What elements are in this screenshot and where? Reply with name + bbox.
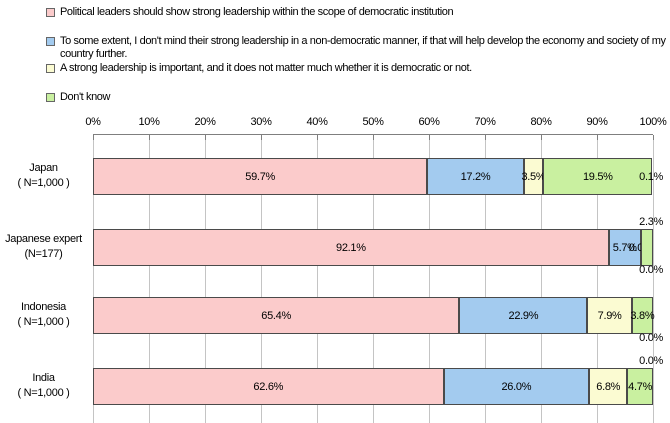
category-name: Japan: [29, 161, 58, 174]
category-label: Indonesia ( N=1,000 ): [0, 296, 87, 333]
category-name: Indonesia: [20, 300, 66, 313]
x-axis-tick-label: 50%: [362, 116, 384, 128]
bar-segment: 92.1%: [93, 229, 609, 266]
legend-label: To some extent, I don't mind their stron…: [60, 35, 666, 60]
axis-tick-mark: [149, 135, 150, 140]
legend-swatch-cream: [46, 64, 55, 73]
category-label: Japan ( N=1,000 ): [0, 157, 87, 194]
axis-tick-mark: [485, 135, 486, 140]
value-label: 4.7%: [628, 380, 653, 393]
bar-segment: 19.5%: [543, 158, 653, 195]
axis-tick-mark: [597, 135, 598, 140]
value-label: 0.1%: [639, 170, 663, 183]
category-name: India: [32, 371, 55, 384]
x-axis-tick-label: 10%: [138, 116, 160, 128]
axis-tick-mark: [317, 135, 318, 140]
x-axis-tick-label: 60%: [418, 116, 440, 128]
category-n: ( N=1,000 ): [17, 315, 70, 328]
bar-segment: 3.5%: [521, 158, 546, 195]
legend-swatch-blue: [46, 37, 55, 46]
legend-label: Don't know: [60, 91, 111, 103]
gridline: [373, 135, 374, 423]
bar-segment: 59.7%: [93, 158, 428, 195]
gridline: [205, 135, 206, 423]
axis-tick-mark: [541, 135, 542, 140]
bar-segment: [640, 229, 653, 266]
value-label: 26.0%: [501, 380, 532, 393]
legend-item: Don't know: [46, 91, 110, 104]
axis-tick-mark: [205, 135, 206, 140]
x-axis-tick-label: 90%: [586, 116, 608, 128]
category-n: (N=177): [24, 247, 63, 260]
gridline: [149, 135, 150, 423]
bar-segment: 4.7%: [627, 368, 653, 405]
bar-segment: 22.9%: [459, 297, 588, 334]
category-n: ( N=1,000 ): [17, 386, 70, 399]
plot-area: 59.7%17.2%3.5%19.5%0.1%92.1%5.7%0.0%2.3%…: [93, 134, 663, 423]
bar-segment: 3.8%: [630, 297, 655, 334]
value-label: 3.8%: [630, 309, 655, 322]
category-label: Japanese expert (N=177): [0, 228, 87, 265]
bar-segment: 17.2%: [427, 158, 524, 195]
legend-swatch-green: [46, 93, 55, 102]
legend-item: Political leaders should show strong lea…: [46, 6, 454, 19]
value-label: 0.0%: [639, 264, 663, 276]
x-axis-tick-label: 40%: [306, 116, 328, 128]
x-axis-tick-label: 80%: [530, 116, 552, 128]
x-axis-tick-label: 100%: [639, 116, 667, 128]
bar-segment: 6.8%: [589, 368, 628, 405]
axis-tick-mark: [429, 135, 430, 140]
gridline: [485, 135, 486, 423]
axis-tick-mark: [373, 135, 374, 140]
category-n: ( N=1,000 ): [17, 176, 70, 189]
gridline: [317, 135, 318, 423]
x-axis-tick-label: 0%: [85, 116, 101, 128]
value-label: 59.7%: [245, 170, 275, 183]
gridline: [93, 135, 94, 423]
bar-segment: 7.9%: [587, 297, 632, 334]
value-label: 0.0%: [639, 332, 663, 344]
gridline: [429, 135, 430, 423]
gridline: [541, 135, 542, 423]
x-axis-tick-label: 20%: [194, 116, 216, 128]
legend-swatch-pink: [46, 8, 55, 17]
value-label: 19.5%: [582, 170, 613, 183]
value-label: 7.9%: [597, 309, 622, 322]
x-axis-tick-label: 30%: [250, 116, 272, 128]
bar-segment: 5.7%: [608, 229, 641, 266]
value-label: 2.3%: [639, 216, 663, 228]
category-name: Japanese expert: [5, 232, 82, 245]
value-label: 0.0%: [639, 355, 663, 367]
legend-item: To some extent, I don't mind their stron…: [46, 35, 666, 61]
category-label: India ( N=1,000 ): [0, 367, 87, 404]
bar-segment: 26.0%: [443, 368, 590, 405]
axis-tick-mark: [261, 135, 262, 140]
value-label: 62.6%: [253, 380, 284, 393]
value-label: 17.2%: [460, 170, 491, 183]
value-label: 3.5%: [521, 170, 546, 183]
value-label: 6.8%: [596, 380, 621, 393]
value-label: 5.7%: [612, 241, 637, 254]
value-label: 65.4%: [261, 309, 291, 322]
value-label: 92.1%: [336, 241, 366, 254]
axis-tick-mark: [653, 135, 654, 140]
gridline: [261, 135, 262, 423]
bar-segment: 62.6%: [93, 368, 444, 405]
value-label: 22.9%: [508, 309, 539, 322]
legend-label: A strong leadership is important, and it…: [60, 62, 472, 74]
legend-label: Political leaders should show strong lea…: [60, 6, 454, 18]
axis-tick-mark: [93, 135, 94, 140]
x-axis-tick-label: 70%: [474, 116, 496, 128]
legend-item: A strong leadership is important, and it…: [46, 62, 472, 75]
gridline: [653, 135, 654, 423]
gridline: [597, 135, 598, 423]
bar-segment: 65.4%: [93, 297, 460, 334]
